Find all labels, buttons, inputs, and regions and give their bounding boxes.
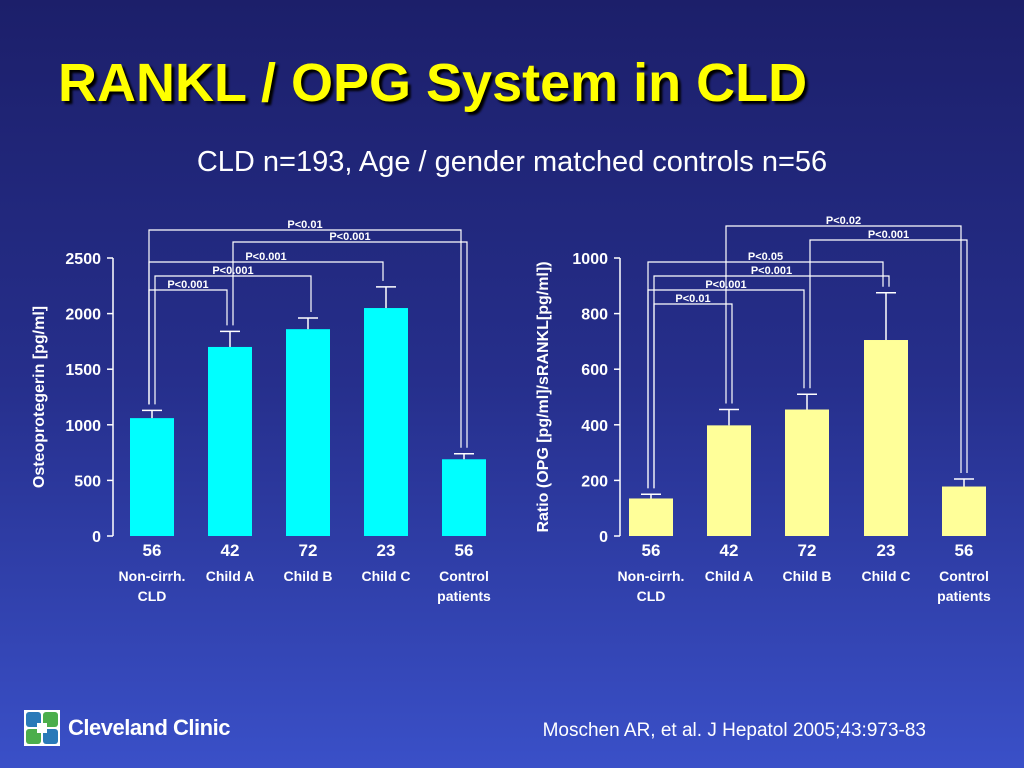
logo-text: Cleveland Clinic bbox=[68, 715, 230, 740]
n-label: 23 bbox=[877, 541, 896, 560]
opg-chart: 0 500 1000 1500 2000 2500 Osteoprotegerin [pg/… bbox=[31, 219, 491, 604]
citation: Moschen AR, et al. J Hepatol 2005;43:973… bbox=[542, 720, 926, 741]
category-label: Non-cirrh. bbox=[618, 568, 685, 584]
bar bbox=[286, 329, 330, 536]
p-value-label: P<0.001 bbox=[329, 231, 370, 243]
bar bbox=[364, 308, 408, 536]
p-value-label: P<0.001 bbox=[245, 251, 286, 263]
significance-bracket bbox=[725, 225, 962, 474]
category-label: CLD bbox=[138, 588, 167, 604]
category-label: Child B bbox=[284, 568, 333, 584]
p-value-label: P<0.01 bbox=[675, 293, 710, 305]
bar bbox=[208, 346, 252, 536]
bar bbox=[942, 486, 986, 536]
n-label: 23 bbox=[377, 541, 396, 560]
bar bbox=[785, 409, 829, 536]
significance-bracket bbox=[809, 239, 968, 474]
n-label: 56 bbox=[642, 541, 661, 560]
category-label: patients bbox=[437, 588, 491, 604]
n-label: 72 bbox=[798, 541, 817, 560]
bar bbox=[130, 418, 174, 536]
significance-bracket bbox=[232, 241, 468, 448]
y-tick-label: 1000 bbox=[65, 418, 101, 435]
p-value-label: P<0.01 bbox=[287, 219, 322, 231]
significance-bracket bbox=[653, 303, 733, 489]
bar bbox=[864, 340, 908, 536]
y-tick-label: 800 bbox=[581, 307, 608, 324]
significance-bracket bbox=[154, 275, 312, 405]
category-label: Non-cirrh. bbox=[119, 568, 186, 584]
y-tick-label: 0 bbox=[599, 529, 608, 546]
p-value-label: P<0.001 bbox=[751, 265, 792, 277]
y-tick-label: 600 bbox=[581, 362, 608, 379]
category-label: Control bbox=[439, 568, 489, 584]
y-tick-label: 2000 bbox=[65, 307, 101, 324]
category-label: Control bbox=[939, 568, 989, 584]
p-value-label: P<0.02 bbox=[826, 215, 861, 227]
category-label: CLD bbox=[637, 588, 666, 604]
y-tick-label: 400 bbox=[581, 418, 608, 435]
significance-bracket bbox=[148, 289, 228, 405]
category-label: Child A bbox=[705, 568, 753, 584]
y-tick-label: 1000 bbox=[572, 251, 608, 268]
n-label: 56 bbox=[455, 541, 474, 560]
cleveland-clinic-logo-icon bbox=[24, 710, 60, 746]
category-label: patients bbox=[937, 588, 991, 604]
y-axis-label: Osteoprotegerin [pg/ml] bbox=[31, 306, 48, 488]
n-label: 56 bbox=[955, 541, 974, 560]
slide-subtitle: CLD n=193, Age / gender matched controls… bbox=[196, 146, 828, 178]
significance-bracket bbox=[653, 275, 890, 489]
y-tick-label: 2500 bbox=[65, 251, 101, 268]
significance-bracket bbox=[647, 289, 805, 489]
slide-title: RANKL / OPG System in CLD bbox=[58, 53, 808, 113]
y-tick-label: 1500 bbox=[65, 362, 101, 379]
p-value-label: P<0.001 bbox=[212, 265, 253, 277]
y-tick-label: 0 bbox=[92, 529, 101, 546]
category-label: Child C bbox=[862, 568, 911, 584]
n-label: 42 bbox=[221, 541, 240, 560]
category-label: Child B bbox=[783, 568, 832, 584]
bar bbox=[442, 459, 486, 536]
p-value-label: P<0.001 bbox=[868, 229, 909, 241]
n-label: 42 bbox=[720, 541, 739, 560]
n-label: 56 bbox=[143, 541, 162, 560]
n-label: 72 bbox=[299, 541, 318, 560]
ratio-chart: 0 200 400 600 800 1000 Ratio (OPG [pg/ml]/sRAN… bbox=[535, 215, 991, 604]
category-label: Child A bbox=[206, 568, 254, 584]
p-value-label: P<0.001 bbox=[167, 279, 208, 291]
p-value-label: P<0.05 bbox=[748, 251, 783, 263]
p-value-label: P<0.001 bbox=[705, 279, 746, 291]
bar bbox=[629, 498, 673, 536]
y-tick-label: 200 bbox=[581, 473, 608, 490]
cleveland-clinic-logo: Cleveland Clinic bbox=[24, 710, 230, 746]
y-axis-label: Ratio (OPG [pg/ml]/sRANKL[pg/ml]) bbox=[535, 261, 552, 532]
y-tick-label: 500 bbox=[74, 473, 101, 490]
bar bbox=[707, 425, 751, 536]
category-label: Child C bbox=[362, 568, 411, 584]
